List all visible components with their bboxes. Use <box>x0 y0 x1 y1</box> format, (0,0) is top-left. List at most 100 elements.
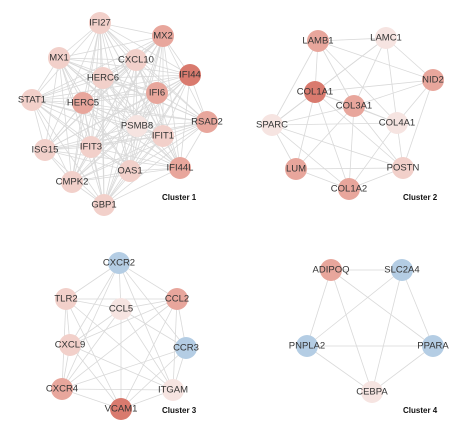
node-ifit3[interactable]: IFIT3 <box>80 136 102 158</box>
cluster-label-2: Cluster 2 <box>403 193 438 202</box>
node-nid2[interactable]: NID2 <box>422 69 444 91</box>
edge-col4a1-col1a2 <box>348 122 398 190</box>
node-label: CXCR2 <box>103 258 135 269</box>
edge-herc6-ifit1 <box>102 77 164 137</box>
node-itgam[interactable]: ITGAM <box>158 379 188 401</box>
edge-mx2-mx1 <box>58 35 164 59</box>
node-circle <box>307 30 329 52</box>
node-circle <box>146 82 168 104</box>
node-circle <box>320 259 342 281</box>
node-gbp1[interactable]: GBP1 <box>91 194 117 216</box>
node-ccl2[interactable]: CCL2 <box>165 288 189 310</box>
node-label: TLR2 <box>54 294 77 305</box>
edge-stat1-rsad2 <box>31 99 208 123</box>
node-adipoq[interactable]: ADIPOQ <box>313 259 350 281</box>
node-oas1[interactable]: OAS1 <box>117 160 143 182</box>
node-circle <box>21 89 43 111</box>
node-label: LAMC1 <box>370 33 402 44</box>
node-circle <box>179 64 201 86</box>
edge-cxcl10-stat1 <box>31 59 137 101</box>
node-cxcl9[interactable]: CXCL9 <box>55 334 86 356</box>
edge-lamb1-lamc1 <box>317 37 387 42</box>
node-col1a1[interactable]: COL1A1 <box>297 81 333 103</box>
edge-cxcl10-psmb8 <box>135 59 138 127</box>
node-label: CCR3 <box>173 343 199 354</box>
edge-ccl2-vcam1 <box>120 298 178 410</box>
node-herc5[interactable]: HERC5 <box>67 92 99 114</box>
edge-cxcr2-ccr3 <box>118 262 187 349</box>
node-cxcr4[interactable]: CXCR4 <box>46 378 78 400</box>
node-ccr3[interactable]: CCR3 <box>173 337 199 359</box>
node-circle <box>80 136 102 158</box>
node-label: CXCL9 <box>55 340 86 351</box>
edge-cxcr4-itgam <box>61 388 174 391</box>
node-circle <box>338 178 360 200</box>
edge-isg15-oas1 <box>44 149 131 172</box>
edge-rsad2-cmpk2 <box>71 121 208 183</box>
node-herc6[interactable]: HERC6 <box>87 67 119 89</box>
node-postn[interactable]: POSTN <box>387 157 420 179</box>
node-ifit1[interactable]: IFIT1 <box>152 125 174 147</box>
cluster-label-1: Cluster 1 <box>162 193 197 202</box>
edge-adipoq-cebpa <box>330 269 373 393</box>
node-lum[interactable]: LUM <box>285 158 307 180</box>
edge-ifi6-cmpk2 <box>71 92 158 183</box>
node-label: IFI44L <box>167 163 194 174</box>
edge-herc6-cmpk2 <box>71 77 104 183</box>
node-tlr2[interactable]: TLR2 <box>54 288 78 310</box>
edge-ifi6-gbp1 <box>103 92 158 206</box>
node-isg15[interactable]: ISG15 <box>32 139 59 161</box>
edge-ifi27-gbp1 <box>99 22 105 206</box>
node-ifi6[interactable]: IFI6 <box>146 82 168 104</box>
node-stat1[interactable]: STAT1 <box>18 89 46 111</box>
node-ifi44[interactable]: IFI44 <box>179 64 201 86</box>
node-circle <box>392 157 414 179</box>
node-col3a1[interactable]: COL3A1 <box>336 95 372 117</box>
node-col4a1[interactable]: COL4A1 <box>379 112 415 134</box>
node-label: VCAM1 <box>105 404 138 415</box>
node-cebpa[interactable]: CEBPA <box>356 381 388 403</box>
node-ccl5[interactable]: CCL5 <box>109 298 133 320</box>
node-vcam1[interactable]: VCAM1 <box>105 398 138 420</box>
node-cmpk2[interactable]: CMPK2 <box>56 171 89 193</box>
node-label: POSTN <box>387 163 420 174</box>
node-circle <box>391 259 413 281</box>
edge-stat1-ifi6 <box>31 92 158 101</box>
edge-ifi6-ifit3 <box>90 92 158 148</box>
node-label: COL3A1 <box>336 101 372 112</box>
node-label: HERC6 <box>87 73 119 84</box>
edge-adipoq-ppara <box>330 269 434 347</box>
node-sparc[interactable]: SPARC <box>256 114 288 136</box>
node-lamb1[interactable]: LAMB1 <box>302 30 334 52</box>
node-ifi27[interactable]: IFI27 <box>89 12 111 34</box>
node-lamc1[interactable]: LAMC1 <box>370 27 402 49</box>
node-circle <box>175 337 197 359</box>
edge-sparc-col1a2 <box>271 124 350 190</box>
node-circle <box>48 47 70 69</box>
node-mx1[interactable]: MX1 <box>48 47 70 69</box>
node-cxcr2[interactable]: CXCR2 <box>103 252 135 274</box>
node-slc2a4[interactable]: SLC2A4 <box>384 259 420 281</box>
edge-ifit3-ifi44l <box>90 146 181 169</box>
node-ifi44l[interactable]: IFI44L <box>167 157 194 179</box>
node-mx2[interactable]: MX2 <box>152 25 174 47</box>
node-label: ITGAM <box>158 385 188 396</box>
node-psmb8[interactable]: PSMB8 <box>121 115 153 137</box>
edge-ifi6-isg15 <box>44 92 158 151</box>
node-circle <box>61 171 83 193</box>
node-circle <box>72 92 94 114</box>
node-pnpla2[interactable]: PNPLA2 <box>289 335 325 357</box>
edge-adipoq-pnpla2 <box>306 269 332 347</box>
edge-ifi44-gbp1 <box>103 74 191 206</box>
node-cxcl10[interactable]: CXCL10 <box>118 49 154 71</box>
cluster-labels-layer: Cluster 1 Cluster 2 Cluster 3 Cluster 4 <box>162 193 438 415</box>
edge-ifi44-oas1 <box>129 74 191 172</box>
node-ppara[interactable]: PPARA <box>417 335 449 357</box>
node-rsad2[interactable]: RSAD2 <box>191 111 223 133</box>
edge-ifi44-herc5 <box>82 74 191 104</box>
edge-rsad2-gbp1 <box>103 121 208 206</box>
node-col1a2[interactable]: COL1A2 <box>331 178 367 200</box>
edge-ccr3-vcam1 <box>120 347 187 410</box>
node-label: SPARC <box>256 120 288 131</box>
